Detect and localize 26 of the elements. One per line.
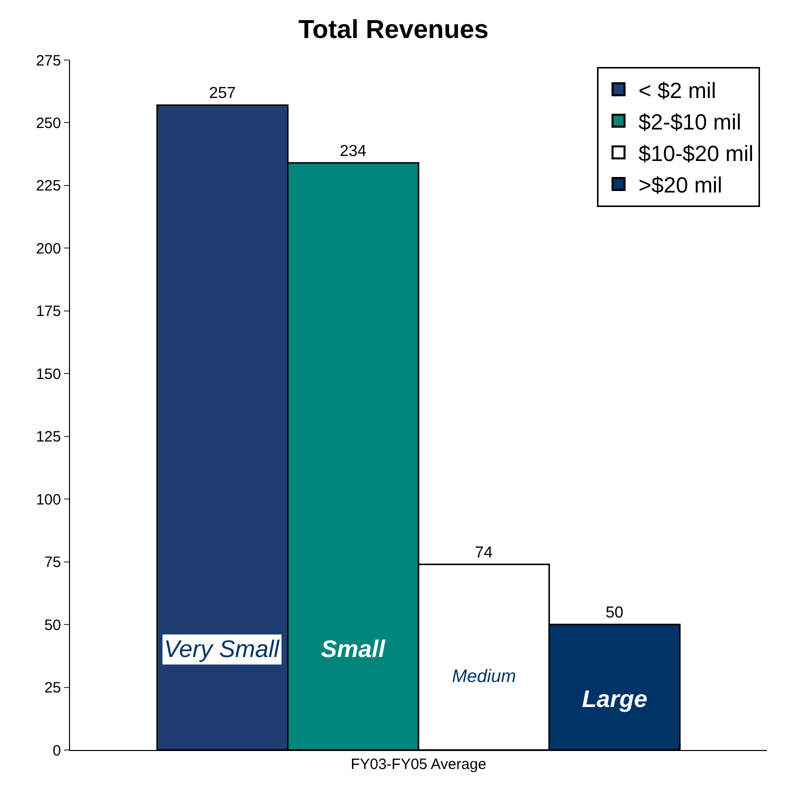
y-tick-label: 25 <box>44 680 61 697</box>
x-tick-label: FY03-FY05 Average <box>350 756 486 773</box>
legend-label: $2-$10 mil <box>638 109 742 134</box>
y-tick-label: 225 <box>36 178 61 195</box>
y-tick-label: 0 <box>52 742 61 760</box>
y-tick-label: 175 <box>36 303 61 320</box>
annotation: Large <box>582 686 648 713</box>
y-tick-label: 275 <box>36 52 61 70</box>
legend-label: $10-$20 mil <box>638 140 754 166</box>
y-tick-label: 150 <box>36 366 61 383</box>
legend-label: < $2 mil <box>638 78 716 103</box>
legend-label: >$20 mil <box>638 172 722 198</box>
y-tick-label: 100 <box>36 491 61 508</box>
annotation: Very Small <box>164 636 280 663</box>
data-label: 74 <box>474 544 493 562</box>
annotation: Small <box>321 636 386 663</box>
y-tick-label: 200 <box>36 240 61 258</box>
y-tick-label: 125 <box>36 428 61 446</box>
chart-title: Total Revenues <box>298 14 489 44</box>
y-tick-label: 250 <box>36 114 61 132</box>
annotation: Medium <box>452 666 516 686</box>
data-label: 50 <box>606 604 624 622</box>
data-label: 257 <box>209 85 236 102</box>
y-tick-label: 50 <box>44 616 61 634</box>
data-label: 234 <box>340 142 367 160</box>
y-tick-label: 75 <box>44 554 61 572</box>
